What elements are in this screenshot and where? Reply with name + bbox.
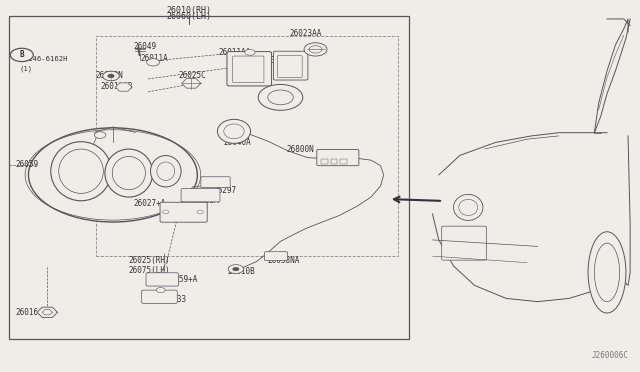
Bar [331,160,337,164]
Text: 26060(LH): 26060(LH) [167,12,212,22]
Circle shape [163,210,169,214]
Circle shape [304,43,327,56]
FancyBboxPatch shape [277,56,302,77]
Circle shape [108,74,114,78]
Text: 26025C: 26025C [179,71,206,80]
Circle shape [309,46,322,53]
Circle shape [10,48,33,62]
Text: 26040A: 26040A [223,138,251,147]
FancyBboxPatch shape [160,202,207,222]
Text: 26059: 26059 [15,160,38,169]
Text: 26059+A: 26059+A [166,275,198,283]
FancyBboxPatch shape [201,177,230,187]
Circle shape [228,264,244,273]
Circle shape [156,288,165,293]
FancyBboxPatch shape [227,52,271,86]
Ellipse shape [157,162,175,180]
Text: 26023A: 26023A [191,196,219,205]
FancyBboxPatch shape [181,189,220,202]
Text: 26011AB: 26011AB [100,82,132,91]
Text: 26010B: 26010B [228,267,255,276]
Text: 26075(LH): 26075(LH) [129,266,170,275]
Circle shape [258,84,303,110]
FancyBboxPatch shape [146,273,179,286]
Ellipse shape [28,128,197,222]
Circle shape [197,210,204,214]
Text: 26025(RH): 26025(RH) [129,256,170,265]
Text: 26038NA: 26038NA [268,256,300,265]
Ellipse shape [454,195,483,221]
Text: (1): (1) [19,65,33,72]
Ellipse shape [595,243,620,302]
Ellipse shape [588,232,626,313]
Text: 26038N: 26038N [96,71,124,80]
Text: 26023AA: 26023AA [289,29,322,38]
Text: 26027: 26027 [268,86,291,95]
Text: 26011AA: 26011AA [218,48,250,57]
FancyBboxPatch shape [141,290,177,304]
Bar [96,36,398,256]
Circle shape [147,59,159,66]
Text: 26297: 26297 [213,186,236,195]
FancyBboxPatch shape [233,56,264,83]
Polygon shape [37,307,58,317]
Bar [9,16,409,339]
Text: B: B [19,51,24,60]
FancyBboxPatch shape [317,150,359,166]
Circle shape [95,132,106,138]
Circle shape [233,267,239,271]
Text: J260006C: J260006C [592,350,629,359]
Ellipse shape [218,119,250,143]
Circle shape [245,49,255,55]
Text: 26010(RH): 26010(RH) [167,6,212,15]
Text: 26049: 26049 [134,42,157,51]
Ellipse shape [59,149,103,193]
Circle shape [268,90,293,105]
FancyBboxPatch shape [442,226,486,260]
Text: 26033: 26033 [164,295,187,304]
Ellipse shape [105,149,153,197]
FancyBboxPatch shape [264,252,287,260]
FancyBboxPatch shape [273,51,308,80]
Ellipse shape [150,155,181,187]
Ellipse shape [51,142,111,201]
Bar [321,160,328,164]
Polygon shape [182,78,201,88]
Text: 26800N: 26800N [287,145,315,154]
Text: 26035M: 26035M [257,56,285,65]
Text: °08146-6162H: °08146-6162H [15,56,68,62]
Bar [340,160,347,164]
Text: 26016A: 26016A [15,308,43,317]
Text: 26027+A: 26027+A [134,199,166,208]
Ellipse shape [224,124,244,139]
Polygon shape [115,83,132,91]
Text: 26011A: 26011A [140,54,168,63]
Ellipse shape [112,157,145,190]
Ellipse shape [459,199,477,215]
Circle shape [102,71,119,81]
